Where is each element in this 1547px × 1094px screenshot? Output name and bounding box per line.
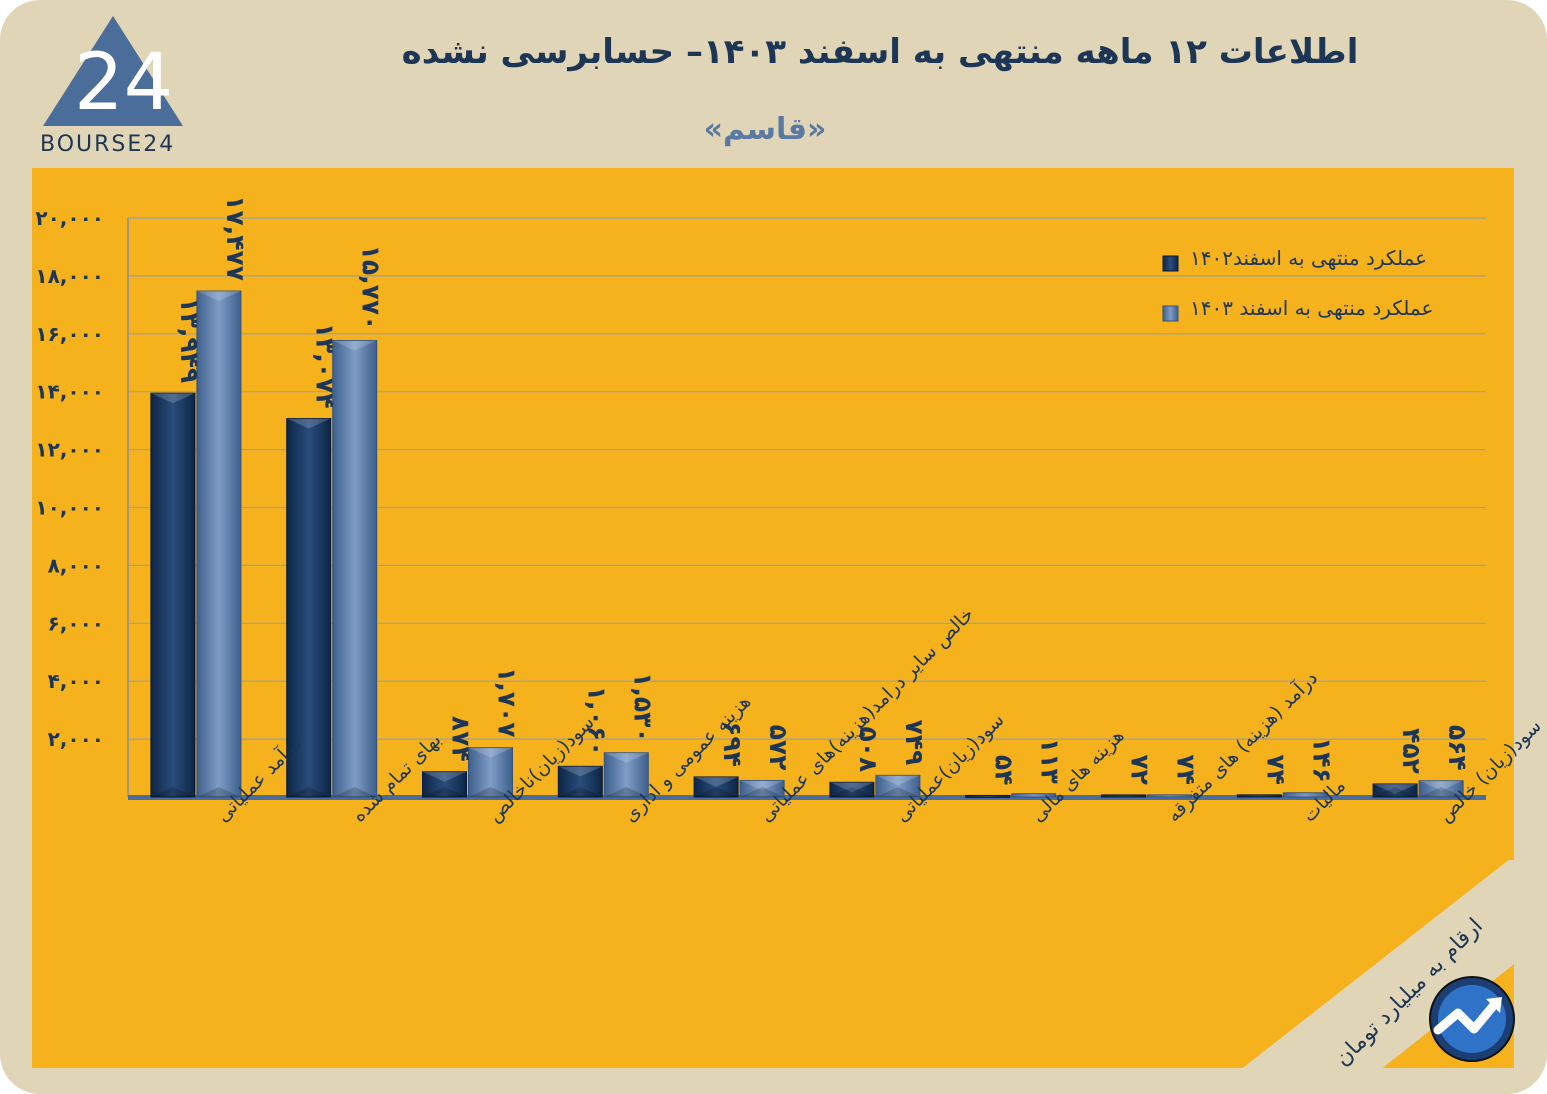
data-label: ۷۲ [1126, 754, 1155, 785]
data-label: ۱۷,۴۷۷ [221, 195, 250, 281]
data-label: ۷۴ [1261, 754, 1290, 785]
units-strip [1240, 860, 1547, 1070]
data-label: ۸۷۴ [447, 716, 476, 762]
data-label: ۵۴ [990, 755, 1019, 786]
bar [1011, 793, 1057, 798]
y-tick-label: ۲۰,۰۰۰ [35, 206, 104, 230]
data-label: ۱,۷۰۷ [493, 667, 522, 738]
y-tick-label: ۱۰,۰۰۰ [35, 496, 104, 520]
y-tick-label: ۶,۰۰۰ [48, 611, 104, 635]
data-label: ۷۴۹ [900, 720, 929, 766]
data-label: ۱,۰۶۰ [582, 686, 611, 757]
bar [1282, 792, 1328, 798]
data-label: ۷۴ [1172, 754, 1201, 785]
y-tick-label: ۱۴,۰۰۰ [35, 380, 104, 404]
bar [875, 774, 921, 798]
bar [150, 392, 196, 798]
bar [1147, 794, 1192, 798]
bar [829, 781, 875, 798]
bar [1101, 794, 1146, 798]
y-tick-label: ۲,۰۰۰ [48, 727, 104, 751]
legend-swatch [1162, 255, 1179, 272]
data-label: ۱۳,۹۴۹ [175, 297, 204, 383]
logo-text: BOURSE24 [40, 132, 176, 157]
y-tick-label: ۱۲,۰۰۰ [35, 438, 104, 462]
data-label: ۱۵,۷۷۰ [357, 245, 386, 331]
bar [739, 779, 785, 798]
bar [332, 339, 378, 798]
bar [557, 765, 603, 798]
bar [286, 418, 332, 798]
bar [693, 776, 739, 798]
bar [965, 794, 1011, 798]
y-tick-label: ۸,۰۰۰ [48, 553, 104, 577]
data-label: ۶۹۴ [718, 721, 747, 767]
legend-swatch [1162, 305, 1179, 322]
bar [196, 290, 242, 798]
y-tick-label: ۱۸,۰۰۰ [35, 264, 104, 288]
bar [1418, 780, 1464, 798]
x-axis-base [128, 795, 1486, 800]
y-tick-label: ۱۶,۰۰۰ [35, 322, 104, 346]
bar [1372, 783, 1418, 798]
chart-title: اطلاعات ۱۲ ماهه منتهی به اسفند ۱۴۰۳– حسا… [401, 32, 1359, 72]
data-label: ۵۶۴ [1443, 725, 1472, 771]
trend-arrow-icon [1429, 976, 1515, 1062]
chart-panel [32, 168, 1514, 1068]
bar [603, 752, 649, 798]
bar [468, 747, 513, 798]
data-label: ۵۷۲ [764, 725, 793, 771]
data-label: ۱۱۳ [1036, 738, 1065, 784]
legend-label: عملکرد منتهی به اسفند۱۴۰۲ [1190, 246, 1427, 270]
bar [422, 771, 467, 798]
category-label: درآمد (هزینه) های متفرقه [1161, 666, 1322, 827]
y-tick-label: ۴,۰۰۰ [48, 669, 104, 693]
bar [1236, 794, 1282, 798]
data-label: ۴۵۲ [1397, 728, 1426, 774]
data-label: ۱۴۶ [1307, 737, 1336, 783]
chart-subtitle: «قاسم» [703, 112, 827, 147]
legend-label: عملکرد منتهی به اسفند ۱۴۰۳ [1190, 296, 1433, 320]
data-label: ۵۰۸ [854, 727, 883, 773]
data-label: ۱,۵۳۰ [628, 672, 657, 743]
svg-text:24: 24 [74, 38, 173, 128]
bourse24-logo: 24 [43, 16, 183, 128]
data-label: ۱۳,۰۷۴ [311, 323, 340, 409]
